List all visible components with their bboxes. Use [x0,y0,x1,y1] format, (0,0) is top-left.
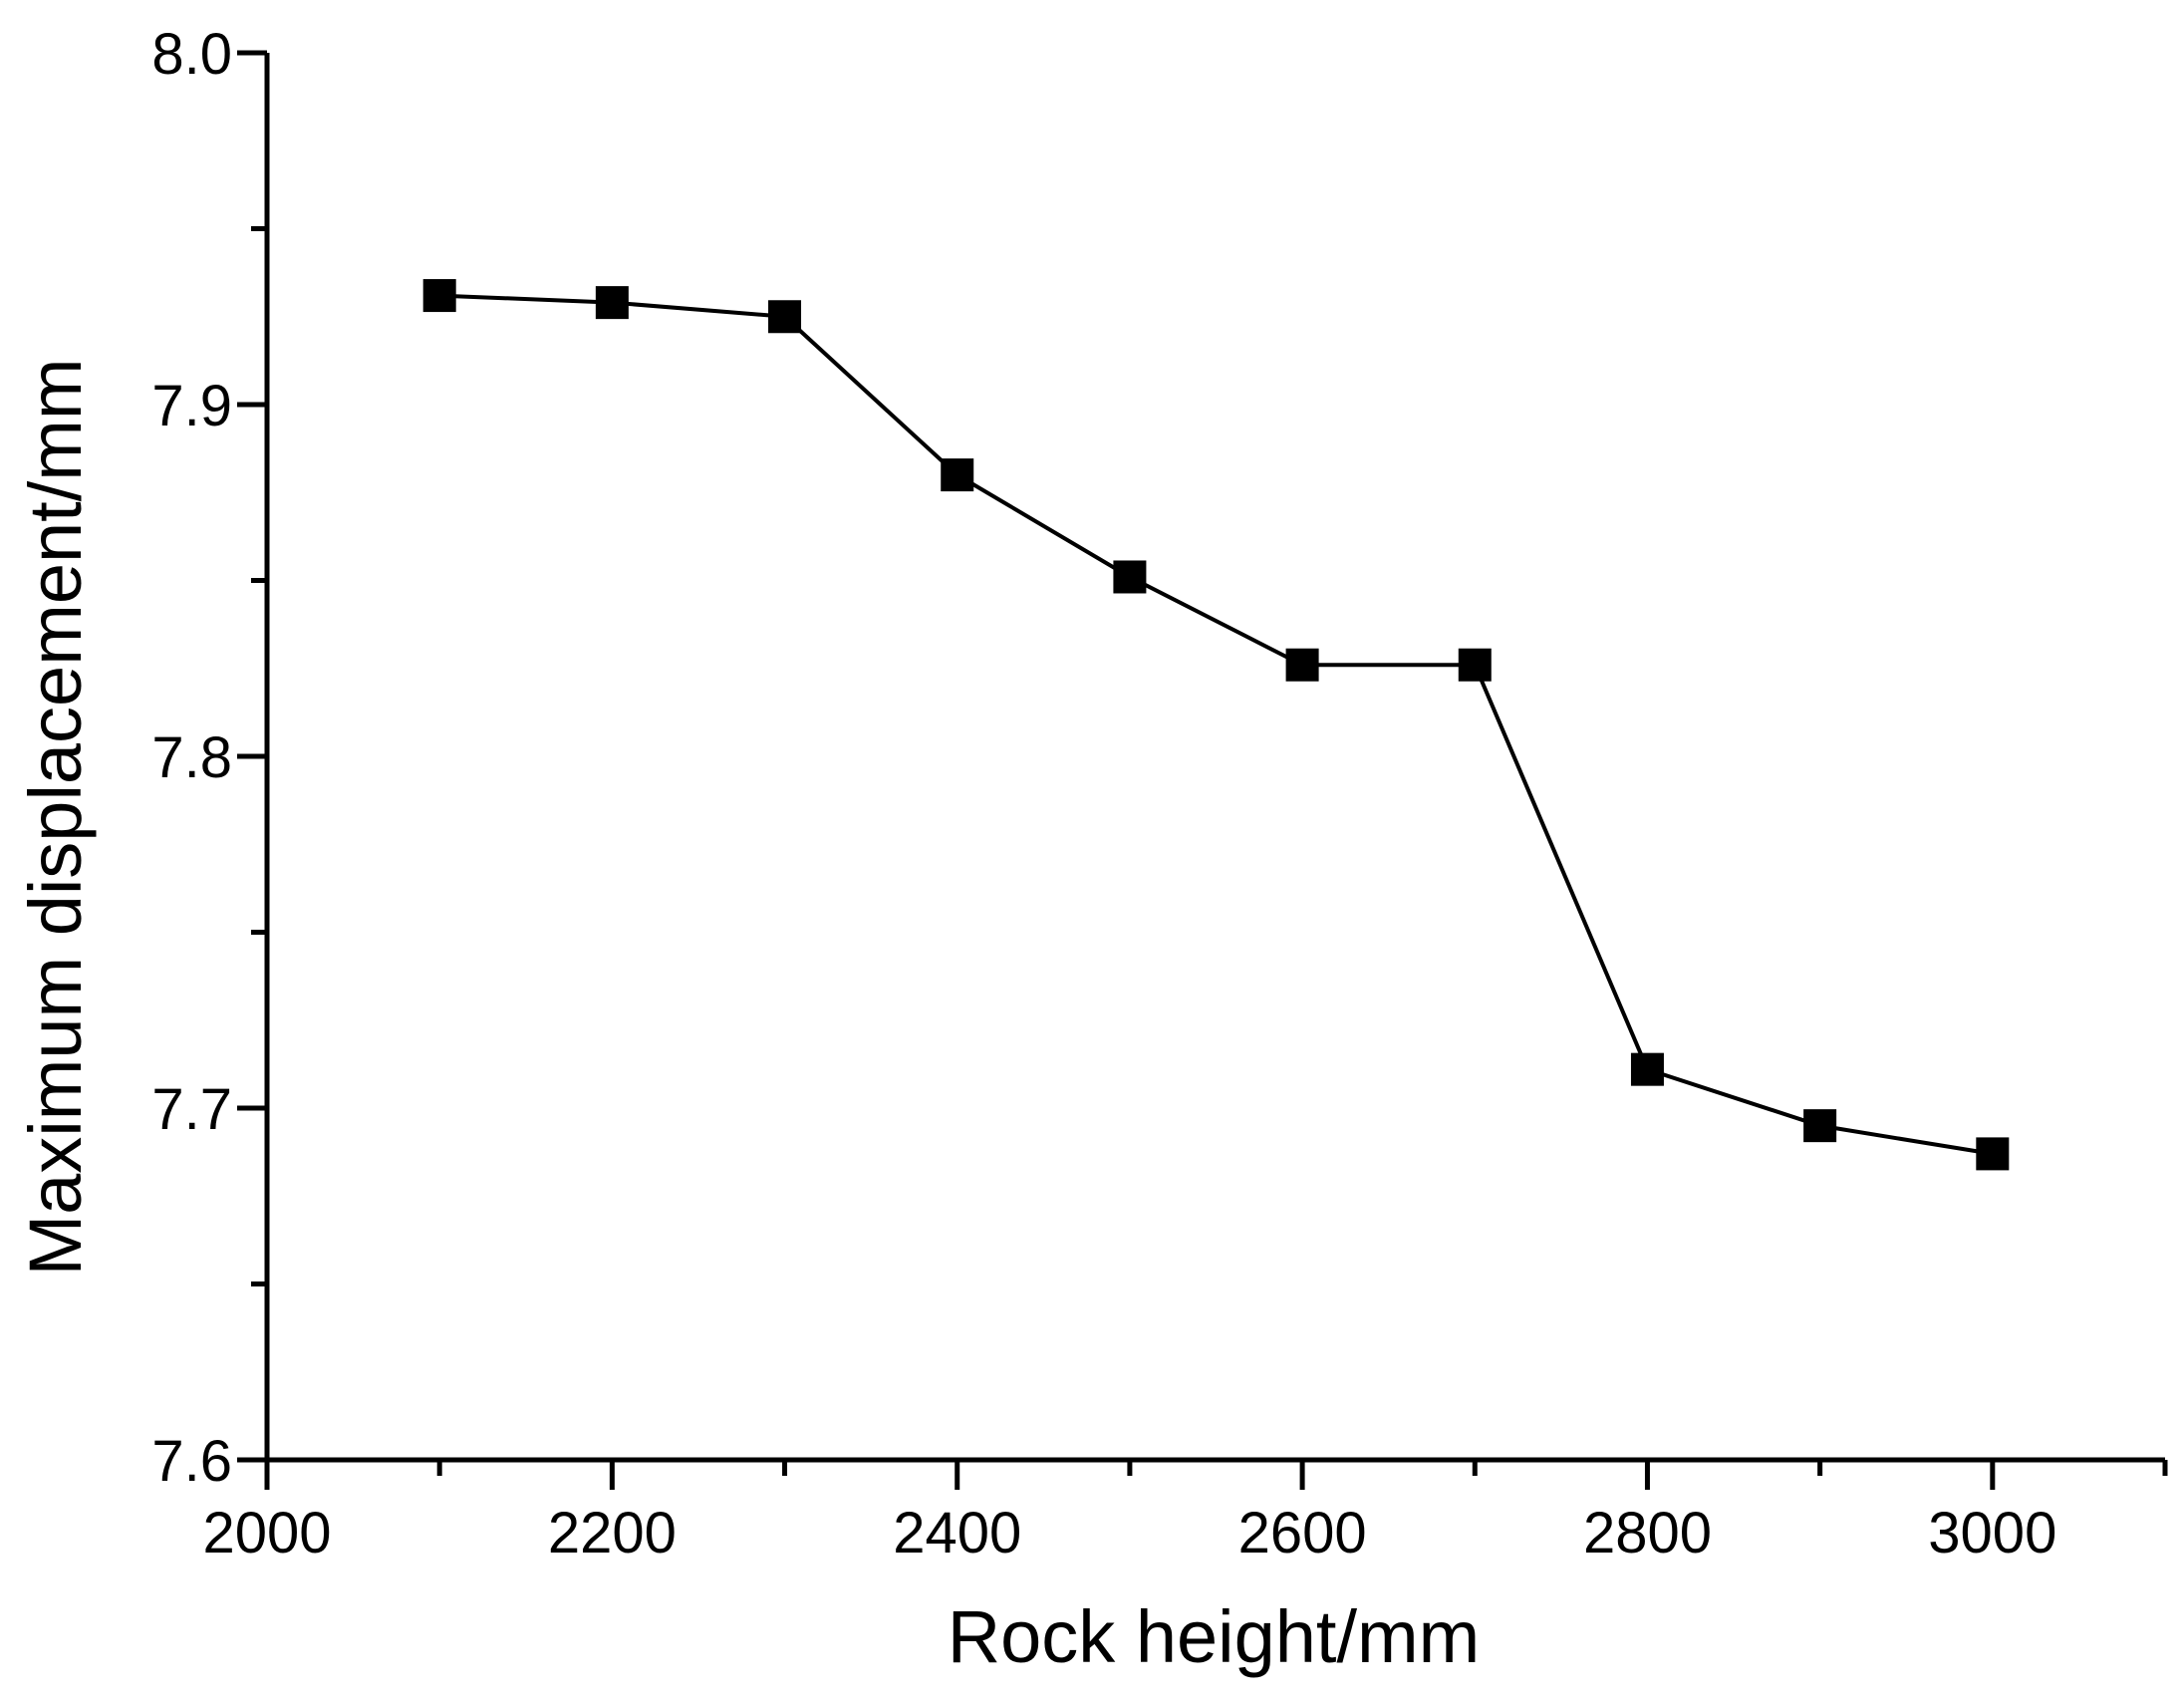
data-point-marker [595,286,629,320]
data-point-marker [941,458,974,492]
y-tick-label: 7.7 [151,1077,232,1142]
data-point-marker [1285,648,1319,682]
y-tick-label: 7.8 [151,725,232,790]
x-tick-label: 2200 [548,1501,677,1565]
data-point-marker [422,279,456,313]
y-tick-label: 7.9 [151,374,232,438]
x-axis-title: Rock height/mm [948,1595,1481,1678]
y-tick-label: 8.0 [151,22,232,87]
data-point-marker [1630,1052,1664,1086]
data-point-marker [1976,1137,2010,1171]
series-layer [422,279,2010,1171]
x-tick-label: 2000 [202,1501,331,1565]
x-tick-label: 3000 [1928,1501,2056,1565]
data-point-marker [1458,648,1492,682]
data-point-marker [768,300,802,334]
x-tick-label: 2600 [1238,1501,1367,1565]
axes-layer: 2000 2200 2400 2600 2800 3000 7.6 7.7 7.8 7.9 8.0 [151,22,2168,1565]
y-axis-title: Maximum displacement/mm [14,358,97,1276]
series-line [439,293,1994,1156]
x-tick-label: 2400 [893,1501,1021,1565]
data-point-marker [1113,560,1147,594]
y-tick-label: 7.6 [151,1429,232,1494]
data-point-marker [1803,1109,1837,1143]
x-tick-label: 2800 [1583,1501,1712,1565]
